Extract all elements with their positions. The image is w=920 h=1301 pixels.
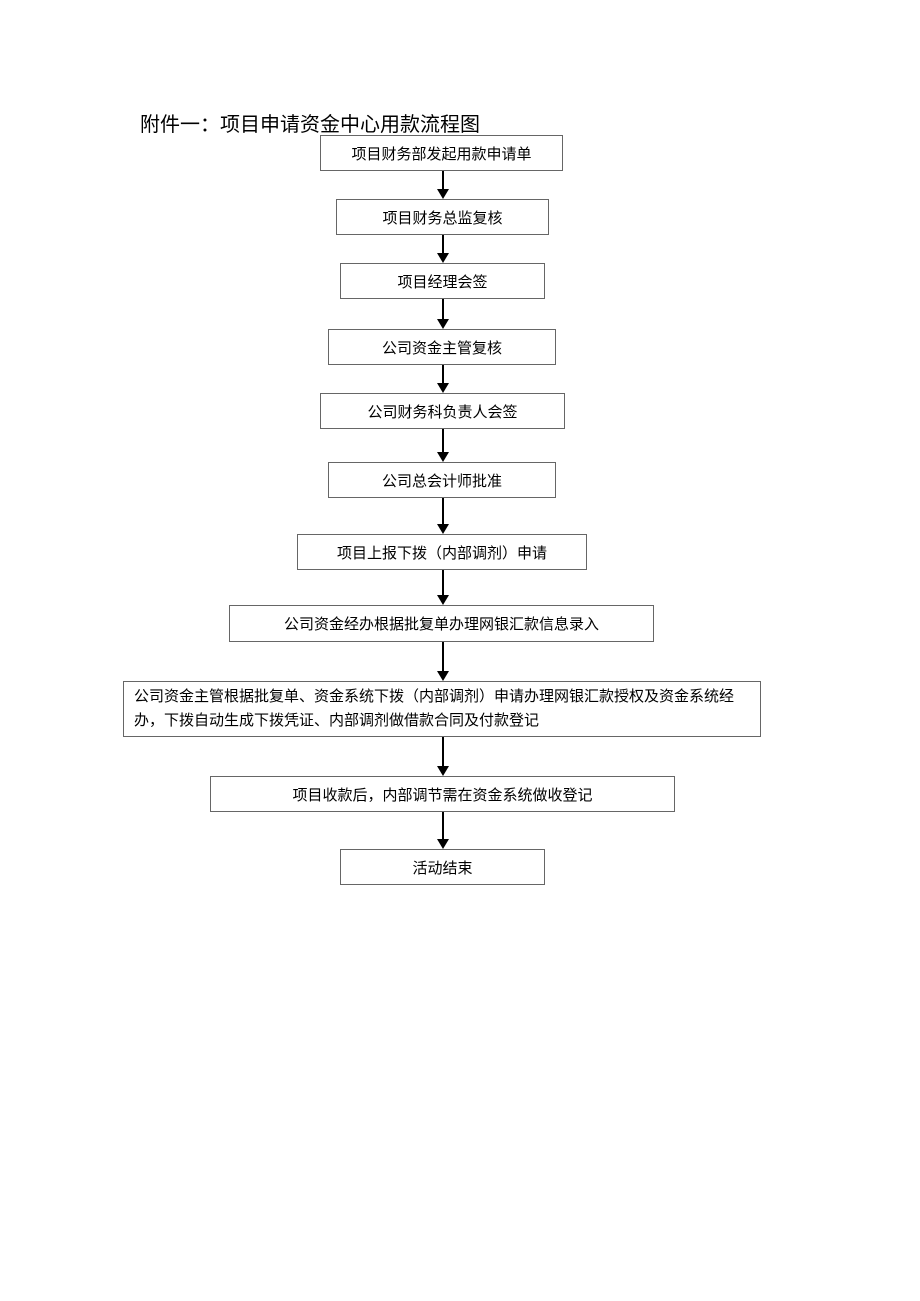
flow-node-n6: 公司总会计师批准 bbox=[328, 462, 556, 498]
flow-node-n11: 活动结束 bbox=[340, 849, 545, 885]
flow-arrow-head bbox=[437, 524, 449, 534]
flow-arrow-head bbox=[437, 671, 449, 681]
flow-arrow-line bbox=[442, 235, 444, 253]
flow-arrow-line bbox=[442, 498, 444, 524]
flow-arrow-line bbox=[442, 171, 444, 189]
flow-arrow-head bbox=[437, 766, 449, 776]
flow-node-n4: 公司资金主管复核 bbox=[328, 329, 556, 365]
flow-arrow-head bbox=[437, 383, 449, 393]
flow-arrow-line bbox=[442, 737, 444, 766]
flow-node-n8: 公司资金经办根据批复单办理网银汇款信息录入 bbox=[229, 605, 654, 642]
flow-node-n2: 项目财务总监复核 bbox=[336, 199, 549, 235]
flow-node-n10: 项目收款后，内部调节需在资金系统做收登记 bbox=[210, 776, 675, 812]
flow-arrow-head bbox=[437, 319, 449, 329]
flow-arrow-head bbox=[437, 452, 449, 462]
flow-arrow-line bbox=[442, 570, 444, 595]
flow-arrow-line bbox=[442, 299, 444, 319]
page-title: 附件一：项目申请资金中心用款流程图 bbox=[140, 108, 480, 137]
flow-arrow-line bbox=[442, 812, 444, 839]
flow-arrow-head bbox=[437, 189, 449, 199]
flow-arrow-head bbox=[437, 253, 449, 263]
flow-arrow-head bbox=[437, 839, 449, 849]
flow-arrow-head bbox=[437, 595, 449, 605]
flow-node-n1: 项目财务部发起用款申请单 bbox=[320, 135, 563, 171]
flow-node-n7: 项目上报下拨（内部调剂）申请 bbox=[297, 534, 587, 570]
flow-arrow-line bbox=[442, 429, 444, 452]
flow-node-n3: 项目经理会签 bbox=[340, 263, 545, 299]
flow-node-n5: 公司财务科负责人会签 bbox=[320, 393, 565, 429]
flow-arrow-line bbox=[442, 365, 444, 383]
flow-arrow-line bbox=[442, 642, 444, 671]
flow-node-n9: 公司资金主管根据批复单、资金系统下拨（内部调剂）申请办理网银汇款授权及资金系统经… bbox=[123, 681, 761, 737]
